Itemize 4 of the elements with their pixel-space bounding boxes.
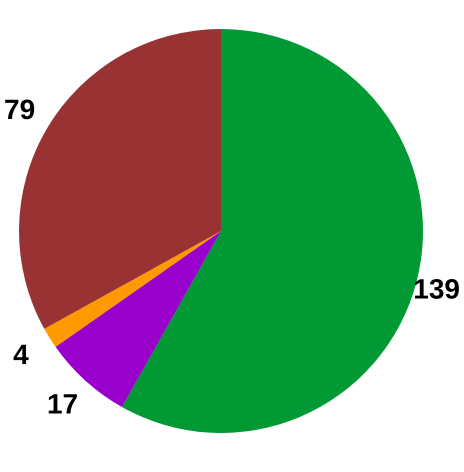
data-label: 79 [4, 94, 36, 125]
data-label: 17 [46, 388, 78, 420]
data-label: 4 [13, 338, 30, 370]
data-label: 139 [413, 274, 460, 305]
